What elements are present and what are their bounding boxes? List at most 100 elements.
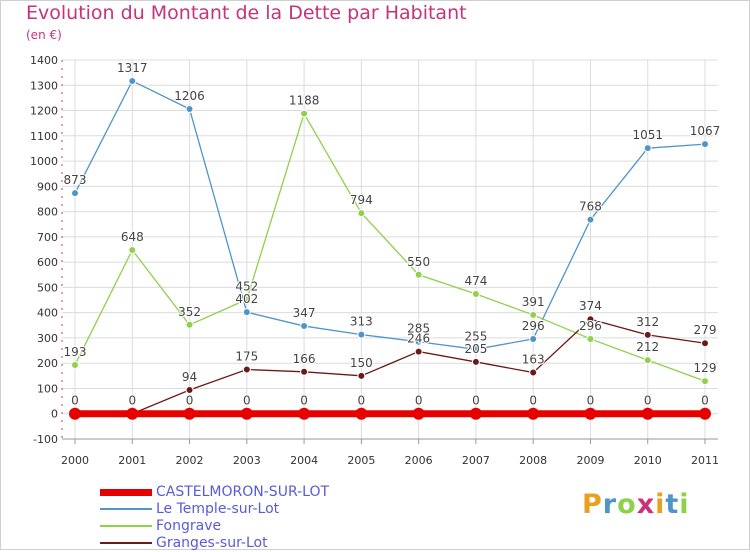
data-point	[643, 330, 652, 339]
data-point	[701, 377, 709, 386]
data-label: 296	[579, 319, 602, 333]
y-tick-label: 1300	[30, 79, 58, 92]
data-point	[584, 407, 597, 420]
data-label: 212	[636, 340, 659, 354]
data-point	[469, 407, 482, 420]
data-label: 0	[186, 394, 194, 408]
x-tick-label: 2011	[691, 454, 719, 467]
y-tick-label: 500	[37, 281, 58, 294]
x-tick-label: 2007	[462, 454, 490, 467]
legend-label: CASTELMORON-SUR-LOT	[156, 484, 330, 500]
data-label: 873	[64, 173, 87, 187]
data-point	[586, 315, 595, 324]
unit-label: (en €)	[26, 28, 62, 42]
data-point	[414, 347, 423, 356]
data-point	[414, 270, 423, 279]
y-tick-label: 200	[37, 357, 58, 370]
data-point	[701, 339, 709, 348]
data-point	[185, 105, 194, 114]
data-point	[586, 215, 595, 224]
brand-logo: Proxiti	[582, 489, 690, 520]
data-label: 391	[522, 295, 545, 309]
data-label: 347	[293, 306, 316, 320]
legend-label: Granges-sur-Lot	[156, 535, 268, 551]
data-label: 0	[71, 394, 79, 408]
data-point	[643, 144, 652, 153]
data-point	[128, 246, 137, 255]
data-label: 1206	[174, 89, 205, 103]
data-label: 279	[694, 323, 717, 337]
data-label: 175	[235, 350, 258, 364]
data-point	[128, 76, 137, 85]
data-label: 166	[293, 352, 316, 366]
legend-label: Le Temple-sur-Lot	[156, 501, 280, 517]
data-label: 0	[243, 394, 251, 408]
data-point	[300, 322, 309, 331]
data-point	[471, 357, 480, 366]
data-point	[357, 330, 366, 339]
data-label: 0	[358, 394, 366, 408]
y-tick-label: 1400	[30, 54, 58, 67]
legend-label: Fongrave	[156, 518, 222, 534]
x-tick-label: 2000	[61, 454, 89, 467]
data-point	[471, 289, 480, 298]
data-label: 296	[522, 319, 545, 333]
data-label: 402	[235, 292, 258, 306]
y-tick-label: 600	[37, 256, 58, 269]
legend-swatch	[100, 508, 152, 510]
data-label: 0	[128, 394, 136, 408]
x-tick-label: 2004	[290, 454, 318, 467]
data-point	[71, 189, 79, 198]
data-point	[298, 407, 311, 420]
y-tick-label: 1200	[30, 105, 58, 118]
y-tick-label: 800	[37, 206, 58, 219]
data-point	[185, 320, 194, 329]
data-point	[529, 310, 538, 319]
x-tick-label: 2010	[634, 454, 662, 467]
data-point	[126, 407, 139, 420]
x-tick-label: 2002	[176, 454, 204, 467]
series-line	[75, 318, 706, 415]
data-label: 0	[415, 394, 423, 408]
data-point	[586, 334, 595, 343]
data-label: 1188	[289, 94, 320, 108]
data-label: 255	[464, 329, 487, 343]
legend-swatch	[100, 489, 152, 496]
data-label: 0	[701, 394, 709, 408]
data-point	[71, 360, 79, 369]
data-label: 648	[121, 230, 144, 244]
data-label: 550	[407, 255, 430, 269]
data-point	[699, 407, 711, 420]
data-point	[529, 334, 538, 343]
data-point	[529, 368, 538, 377]
data-label: 352	[178, 305, 201, 319]
data-label: 150	[350, 356, 373, 370]
y-tick-label: 700	[37, 231, 58, 244]
data-label: 0	[587, 394, 595, 408]
data-label: 452	[235, 280, 258, 294]
data-point	[643, 356, 652, 365]
y-tick-label: 100	[37, 382, 58, 395]
data-point	[300, 367, 309, 376]
data-label: 0	[300, 394, 308, 408]
series-line	[74, 80, 706, 350]
data-label: 794	[350, 193, 373, 207]
data-label: 94	[182, 370, 197, 384]
data-label: 1051	[632, 128, 663, 142]
data-point	[412, 407, 425, 420]
data-point	[242, 308, 251, 317]
legend-swatch	[100, 525, 152, 527]
data-label: 0	[472, 394, 480, 408]
chart-title: Evolution du Montant de la Dette par Hab…	[26, 2, 467, 24]
data-label: 205	[464, 342, 487, 356]
data-label: 1317	[117, 61, 148, 75]
x-tick-label: 2003	[233, 454, 261, 467]
data-point	[69, 407, 81, 420]
x-tick-label: 2001	[118, 454, 146, 467]
y-tick-label: -100	[33, 433, 58, 446]
data-label: 0	[529, 394, 537, 408]
data-point	[183, 407, 196, 420]
data-label: 374	[579, 299, 602, 313]
data-label: 1067	[690, 124, 721, 138]
